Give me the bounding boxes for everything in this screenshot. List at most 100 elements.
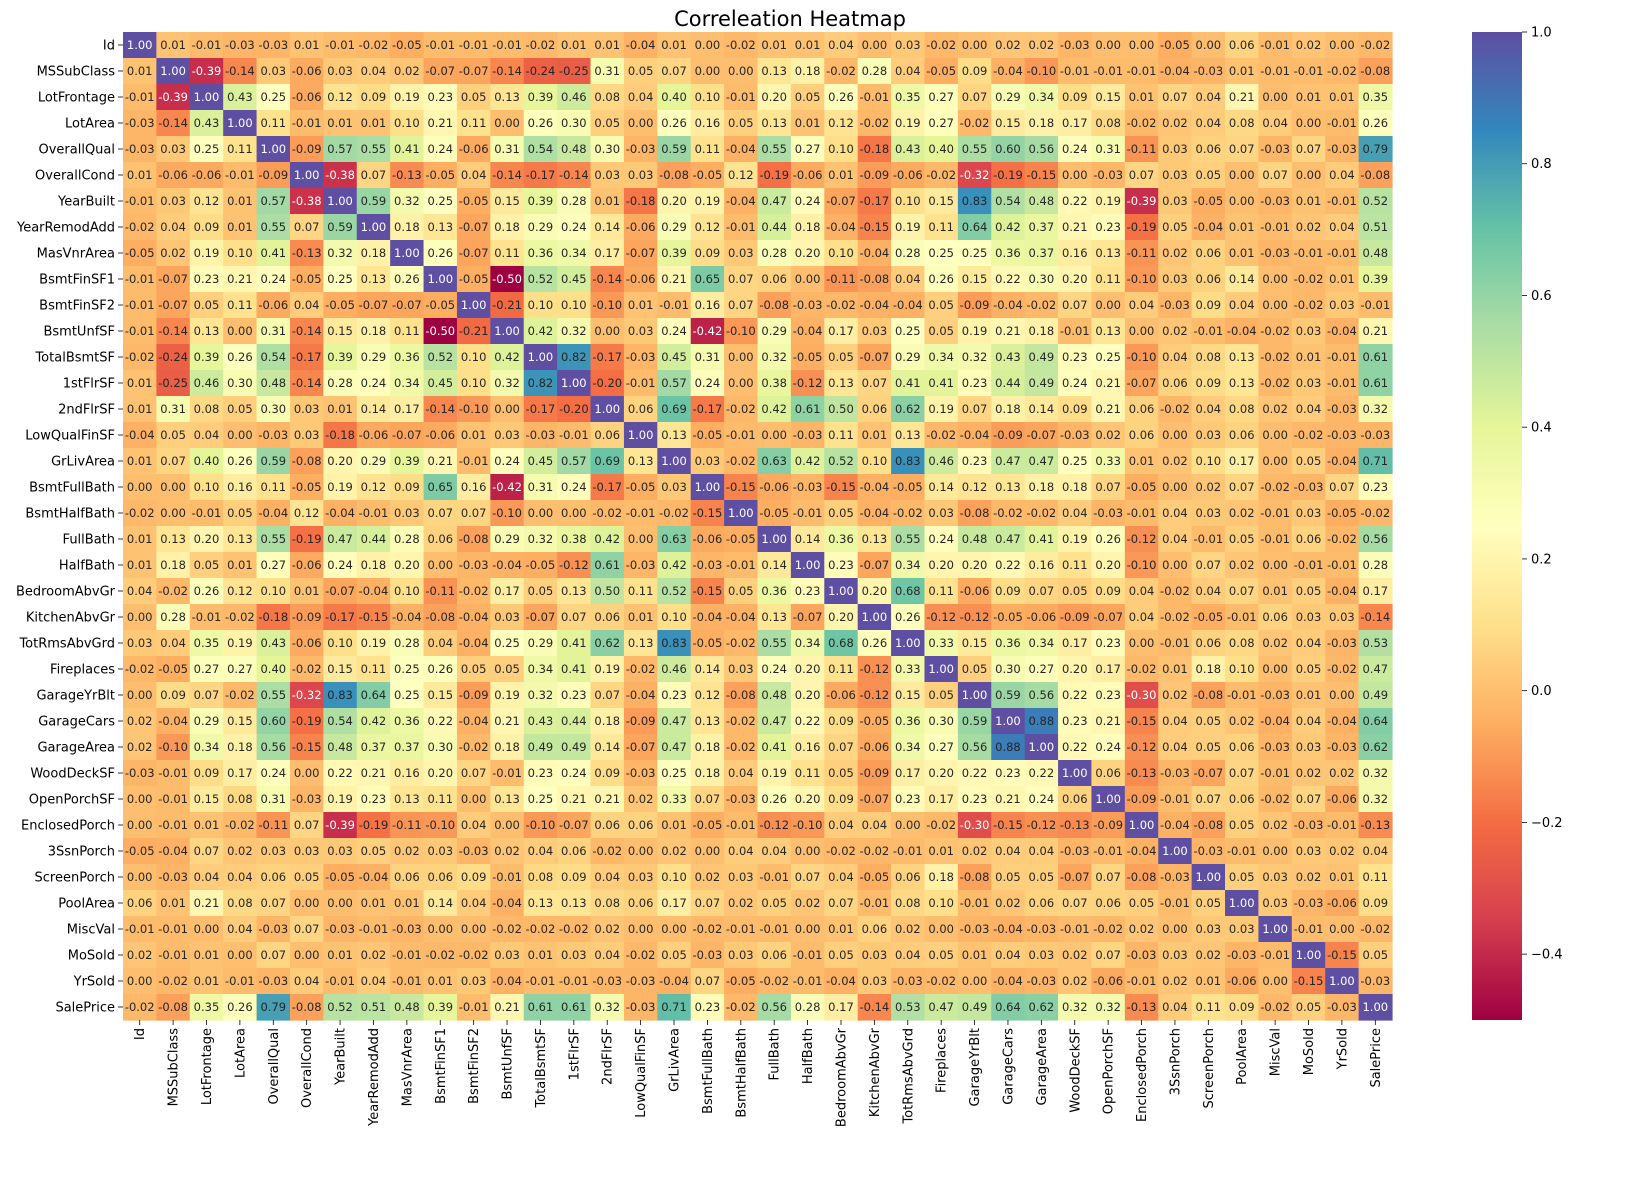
cell-value-label: 0.01 [761, 38, 787, 52]
heatmap-cell [156, 110, 191, 137]
cell-value-label: 0.05 [1362, 948, 1388, 962]
cell-value-label: -0.12 [960, 610, 990, 624]
cell-value-label: 0.28 [895, 246, 921, 260]
cell-value-label: 0.07 [194, 688, 220, 702]
cell-value-label: 0.01 [127, 168, 153, 182]
heatmap-cell [423, 188, 458, 215]
cell-value-label: 0.04 [1362, 844, 1388, 858]
cell-value-label: 0.11 [394, 324, 420, 338]
cell-value-label: 0.30 [561, 116, 587, 130]
column-label: YearBuilt [334, 1028, 349, 1086]
cell-value-label: 0.21 [1095, 714, 1121, 728]
cell-value-label: 0.05 [1196, 740, 1222, 754]
heatmap-cell [557, 240, 592, 267]
cell-value-label: 0.03 [728, 246, 754, 260]
heatmap-cell [1091, 58, 1126, 85]
heatmap-cell [1191, 266, 1226, 293]
cell-value-label: 0.00 [1196, 38, 1222, 52]
cell-value-label: -0.04 [392, 610, 422, 624]
heatmap-cell [323, 266, 358, 293]
cell-value-label: 0.00 [1095, 38, 1121, 52]
cell-value-label: -0.04 [1327, 454, 1357, 468]
heatmap-cell [1258, 188, 1293, 215]
cell-value-label: 1.00 [628, 428, 654, 442]
cell-value-label: 1.00 [1296, 948, 1322, 962]
cell-value-label: 0.00 [1262, 298, 1288, 312]
heatmap-cell [423, 58, 458, 85]
cell-value-label: 0.01 [127, 402, 153, 416]
cell-value-label: 0.06 [260, 870, 286, 884]
cell-value-label: 0.04 [361, 64, 387, 78]
cell-value-label: 0.27 [227, 662, 253, 676]
heatmap-cell [223, 240, 258, 267]
cell-value-label: -0.05 [459, 272, 489, 286]
cell-value-label: 0.04 [628, 90, 654, 104]
cell-value-label: 0.20 [1095, 558, 1121, 572]
heatmap-cell [289, 58, 324, 85]
heatmap-cell [590, 32, 625, 59]
heatmap-cell [924, 84, 959, 111]
heatmap-cell [1358, 188, 1393, 215]
heatmap-cell [156, 58, 191, 85]
cell-value-label: 0.21 [227, 272, 253, 286]
cell-value-label: -0.02 [1360, 922, 1390, 936]
cell-value-label: -0.04 [993, 298, 1023, 312]
colorbar-gradient [1472, 32, 1522, 1020]
cell-value-label: -0.42 [693, 324, 723, 338]
row-label: TotRmsAbvGrd [18, 637, 115, 652]
cell-value-label: 0.59 [327, 220, 353, 234]
heatmap-cell [991, 214, 1026, 241]
cell-value-label: 0.23 [361, 792, 387, 806]
cell-value-label: -0.01 [392, 948, 422, 962]
cell-value-label: 0.00 [327, 896, 353, 910]
cell-value-label: 0.00 [1262, 974, 1288, 988]
cell-value-label: -0.03 [626, 766, 656, 780]
heatmap-cell [289, 318, 324, 345]
heatmap-cell [657, 318, 692, 345]
cell-value-label: -0.02 [359, 38, 389, 52]
cell-value-label: 0.24 [1062, 376, 1088, 390]
cell-value-label: 0.23 [695, 1000, 721, 1014]
cell-value-label: -0.15 [826, 480, 856, 494]
heatmap-cell [1158, 214, 1193, 241]
cell-value-label: 0.02 [1162, 246, 1188, 260]
column-label: TotalBsmtSF [534, 1028, 549, 1109]
heatmap-cell [1024, 32, 1059, 59]
row-label: BsmtFinSF1 [39, 273, 115, 288]
cell-value-label: 0.04 [1162, 506, 1188, 520]
cell-value-label: 0.11 [928, 220, 954, 234]
cell-value-label: -0.02 [1260, 480, 1290, 494]
cell-value-label: -0.03 [793, 480, 823, 494]
cell-value-label: 0.03 [160, 142, 186, 156]
row-label: EnclosedPorch [21, 819, 115, 834]
cell-value-label: -0.01 [1260, 38, 1290, 52]
heatmap-cell [1024, 188, 1059, 215]
cell-value-label: 0.05 [928, 298, 954, 312]
heatmap-cell [1291, 214, 1326, 241]
cell-value-label: -0.04 [793, 324, 823, 338]
colorbar-tick-label: 0.0 [1531, 684, 1552, 699]
cell-value-label: 0.17 [1062, 116, 1088, 130]
heatmap-cell [1225, 32, 1260, 59]
cell-value-label: 0.02 [361, 948, 387, 962]
cell-value-label: -0.07 [459, 246, 489, 260]
cell-value-label: 1.00 [294, 168, 320, 182]
heatmap-cell [957, 162, 992, 189]
cell-value-label: 0.23 [194, 272, 220, 286]
heatmap-cell [1358, 110, 1393, 137]
cell-value-label: -0.04 [859, 480, 889, 494]
cell-value-label: 0.06 [1229, 428, 1255, 442]
row-label: MoSold [68, 949, 115, 964]
cell-value-label: 0.00 [1129, 636, 1155, 650]
row-label: MSSubClass [37, 65, 116, 80]
heatmap-cells [123, 32, 1393, 1021]
cell-value-label: 0.03 [628, 324, 654, 338]
cell-value-label: -0.01 [1260, 220, 1290, 234]
cell-value-label: 0.04 [461, 896, 487, 910]
cell-value-label: 0.59 [361, 194, 387, 208]
cell-value-label: 0.03 [127, 636, 153, 650]
cell-value-label: 0.13 [394, 792, 420, 806]
cell-value-label: 0.11 [461, 116, 487, 130]
cell-value-label: 0.23 [1062, 714, 1088, 728]
cell-value-label: -0.02 [926, 818, 956, 832]
